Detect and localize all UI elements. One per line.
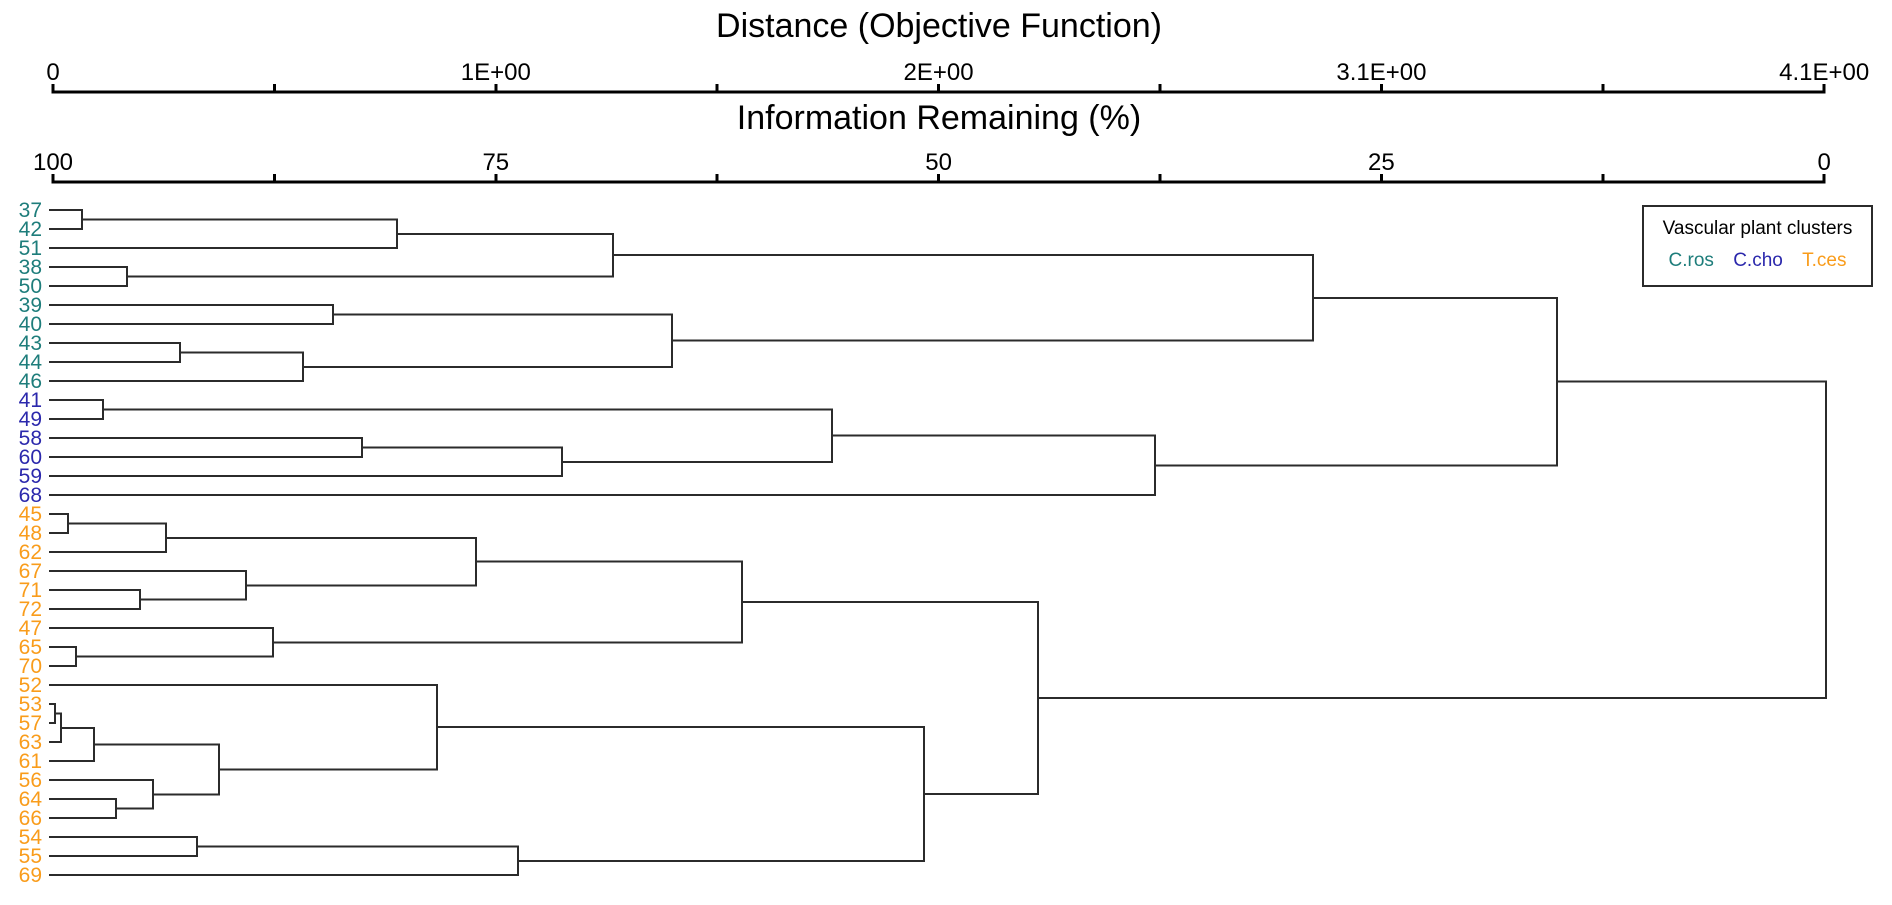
cluster-link-n34 (742, 600, 1039, 795)
leaf-labels: 3742513850394043444641495860596845486267… (19, 199, 43, 887)
leaf-label-70: 70 (19, 655, 42, 678)
leaf-label-54: 54 (19, 826, 43, 849)
tick-label: 75 (482, 149, 509, 176)
cluster-link-n10 (49, 399, 105, 420)
leaf-label-69: 69 (19, 864, 42, 887)
cluster-link-n27 (49, 798, 118, 819)
distance-axis (51, 84, 1826, 94)
cluster-link-n17 (49, 522, 168, 553)
distance-axis-tick-labels: 0 1E+00 2E+00 3.1E+00 4.1E+00 (46, 59, 1869, 86)
tick-label: 25 (1368, 149, 1395, 176)
leaf-label-44: 44 (19, 351, 43, 374)
information-axis-tick-labels: 100 75 50 25 0 (33, 149, 1831, 176)
legend-entries: C.ros C.cho T.ces (1644, 250, 1871, 272)
cluster-link-n1 (49, 209, 83, 230)
leaf-label-53: 53 (19, 693, 42, 716)
leaf-label-37: 37 (19, 199, 42, 222)
cluster-link-n35 (1037, 380, 1827, 699)
cluster-link-n12 (49, 446, 563, 477)
leaf-label-60: 60 (19, 446, 42, 469)
leaf-label-42: 42 (19, 218, 42, 241)
legend-entry-tces: T.ces (1802, 250, 1847, 271)
leaf-label-47: 47 (19, 617, 42, 640)
leaf-label-49: 49 (19, 408, 42, 431)
legend-title: Vascular plant clusters (1662, 218, 1853, 239)
cluster-link-n15 (1155, 296, 1558, 467)
cluster-link-n23 (272, 560, 744, 644)
leaf-label-51: 51 (19, 237, 42, 260)
leaf-label-38: 38 (19, 256, 42, 279)
leaf-label-62: 62 (19, 541, 42, 564)
tick-label: 0 (46, 59, 59, 86)
leaf-label-55: 55 (19, 845, 42, 868)
leaf-label-64: 64 (19, 788, 43, 811)
tick-label: 100 (33, 149, 73, 176)
leaf-label-66: 66 (19, 807, 42, 830)
cluster-link-n18 (49, 589, 141, 610)
cluster-link-n4 (126, 232, 614, 278)
leaf-label-46: 46 (19, 370, 42, 393)
tick-label: 0 (1818, 149, 1831, 176)
leaf-label-43: 43 (19, 332, 42, 355)
cluster-link-n30 (49, 684, 439, 771)
cluster-link-n28 (49, 779, 154, 810)
leaf-label-50: 50 (19, 275, 42, 298)
cluster-link-n21 (49, 646, 77, 667)
cluster-link-n22 (49, 627, 274, 658)
cluster-link-n8 (303, 313, 674, 368)
leaf-label-48: 48 (19, 522, 42, 545)
cluster-link-n19 (49, 570, 248, 601)
cluster-link-n32 (49, 845, 519, 876)
cluster-link-n20 (166, 536, 477, 587)
leaf-label-45: 45 (19, 503, 42, 526)
legend-entry-ccho: C.cho (1733, 250, 1783, 271)
tick-label: 3.1E+00 (1336, 59, 1426, 86)
cluster-link-n14 (49, 434, 1157, 496)
leaf-label-71: 71 (19, 579, 42, 602)
tick-label: 1E+00 (461, 59, 531, 86)
tick-label: 4.1E+00 (1779, 59, 1869, 86)
leaf-label-58: 58 (19, 427, 42, 450)
leaf-label-65: 65 (19, 636, 42, 659)
cluster-link-n9 (612, 254, 1315, 342)
leaf-label-67: 67 (19, 560, 42, 583)
cluster-link-n7 (49, 351, 305, 382)
cluster-link-n13 (103, 408, 833, 463)
leaf-label-61: 61 (19, 750, 42, 773)
leaf-label-72: 72 (19, 598, 42, 621)
cluster-link-n29 (94, 743, 220, 796)
leaf-label-40: 40 (19, 313, 42, 336)
cluster-link-n24 (49, 703, 57, 724)
leaf-label-57: 57 (19, 712, 42, 735)
cluster-link-n16 (49, 513, 70, 534)
cluster-link-n26 (49, 726, 96, 762)
cluster-link-n2 (49, 218, 398, 249)
cluster-link-n33 (437, 726, 925, 862)
cluster-link-n3 (49, 266, 128, 287)
leaf-label-39: 39 (19, 294, 42, 317)
leaf-label-56: 56 (19, 769, 42, 792)
leaf-label-63: 63 (19, 731, 42, 754)
distance-axis-title: Distance (Objective Function) (716, 7, 1162, 45)
cluster-link-n6 (49, 342, 182, 363)
cluster-link-n5 (49, 304, 334, 325)
leaf-label-41: 41 (19, 389, 42, 412)
legend-entry-cros: C.ros (1668, 250, 1714, 271)
tick-label: 50 (925, 149, 952, 176)
leaf-label-68: 68 (19, 484, 42, 507)
leaf-label-59: 59 (19, 465, 42, 488)
information-axis-title: Information Remaining (%) (736, 99, 1142, 137)
leaf-label-52: 52 (19, 674, 42, 697)
cluster-link-n31 (49, 836, 198, 857)
tick-label: 2E+00 (904, 59, 974, 86)
tree-links (49, 209, 1827, 876)
cluster-link-n11 (49, 437, 363, 458)
information-axis (51, 174, 1826, 184)
legend: Vascular plant clusters C.ros C.cho T.ce… (1642, 205, 1873, 287)
